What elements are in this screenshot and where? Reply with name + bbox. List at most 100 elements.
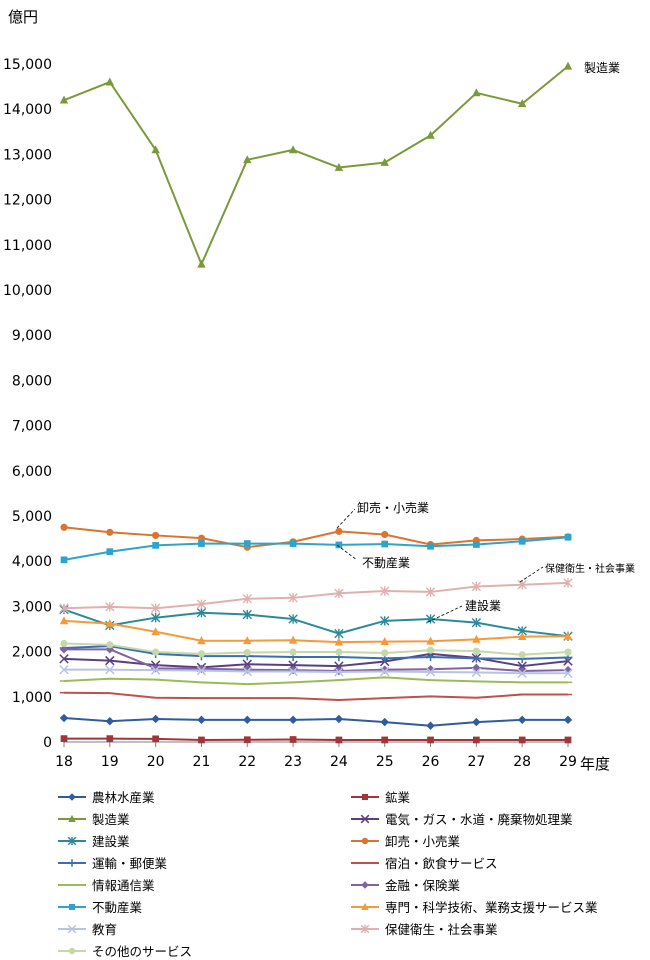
x-tick-label: 22 (238, 754, 256, 770)
legend-item: 卸売・小売業 (351, 834, 461, 849)
data-point (289, 736, 297, 743)
legend-label: 保健衛生・社会事業 (385, 922, 498, 937)
series-line (63, 65, 569, 266)
y-tick-label: 6,000 (12, 464, 52, 480)
data-point (426, 646, 435, 654)
legend-swatch-marker (360, 814, 370, 824)
x-tick-label: 27 (467, 754, 485, 770)
data-point (425, 614, 436, 624)
legend-label: 金融・保険業 (385, 878, 461, 893)
data-point (517, 668, 527, 679)
data-point (152, 531, 160, 540)
data-point (335, 527, 343, 535)
y-tick-label: 11,000 (3, 238, 52, 254)
series-5 (59, 604, 573, 641)
data-point (196, 665, 207, 676)
y-axis-ticks: 0 1,000 2,000 3,000 4,000 5,000 6,000 7,000 8,00… (3, 57, 52, 751)
data-point (150, 665, 161, 675)
data-point (473, 736, 480, 744)
legend-item: 不動産業 (58, 900, 143, 915)
data-point (518, 736, 526, 744)
data-point (381, 530, 389, 539)
data-point (243, 155, 252, 164)
data-point (380, 665, 389, 674)
data-point (426, 721, 435, 730)
legend-swatch-marker (67, 836, 77, 846)
y-tick-label: 10,000 (3, 283, 52, 299)
data-point (242, 666, 253, 677)
data-point (197, 715, 206, 725)
data-point (242, 594, 252, 604)
series-3 (59, 61, 573, 268)
data-point (380, 157, 389, 166)
data-point (517, 632, 527, 641)
series-line (63, 691, 568, 701)
y-tick-label: 0 (43, 735, 52, 751)
x-tick-label: 20 (147, 754, 165, 770)
data-point (518, 651, 526, 659)
data-point (288, 635, 298, 644)
legend-item: その他のサービス (58, 944, 192, 959)
legend-swatch-marker (68, 814, 76, 823)
legend-swatch-marker (68, 903, 76, 911)
annotation-leader (336, 544, 358, 561)
data-point (150, 603, 161, 613)
legend-item: 鉱業 (351, 790, 411, 805)
series-6 (60, 523, 572, 551)
series-line (63, 536, 569, 561)
data-point (60, 639, 68, 648)
series-9 (59, 676, 573, 686)
legend-label: 情報通信業 (92, 878, 155, 893)
x-axis-unit-label: 年度 (580, 755, 610, 773)
data-point (518, 537, 526, 545)
legend-item: 建設業 (58, 834, 130, 849)
data-point (472, 634, 481, 643)
x-tick-label: 28 (513, 754, 531, 770)
data-point (197, 259, 206, 268)
data-point (426, 130, 435, 139)
data-point (380, 586, 390, 596)
data-point (426, 652, 435, 662)
data-point (197, 636, 206, 645)
data-point (243, 736, 251, 744)
x-tick-label: 21 (193, 754, 211, 770)
data-point (563, 668, 573, 679)
data-point (243, 636, 252, 645)
legend-label: 鉱業 (385, 790, 411, 805)
data-point (473, 541, 480, 548)
x-tick-label: 24 (330, 754, 348, 770)
legend-item: 金融・保険業 (351, 878, 461, 893)
series-2 (60, 735, 572, 744)
y-tick-label: 9,000 (12, 328, 52, 344)
data-point (427, 736, 434, 744)
legend-item: 農林水産業 (58, 790, 155, 805)
data-point (152, 735, 159, 743)
legend-label: 運輸・郵便業 (92, 856, 168, 871)
data-point (334, 667, 344, 677)
data-point (472, 647, 480, 655)
data-point (151, 664, 160, 673)
legend-item: 専門・科学技術、業務支援サービス業 (351, 900, 598, 915)
data-point (60, 556, 68, 564)
x-tick-label: 19 (101, 754, 119, 770)
data-point (105, 645, 115, 654)
series-12 (59, 616, 573, 646)
legend-label: 教育 (92, 922, 117, 937)
data-point (243, 540, 251, 547)
data-point (151, 145, 160, 154)
data-point (563, 715, 573, 725)
annotation-label: 建設業 (465, 598, 501, 613)
data-point (106, 548, 114, 556)
data-point (60, 523, 68, 531)
legend-swatch-marker (68, 947, 76, 955)
data-point (152, 648, 160, 656)
data-point (196, 608, 207, 618)
series-line (64, 668, 568, 675)
series-line (63, 526, 569, 549)
data-point (198, 736, 205, 744)
series-line (63, 608, 569, 638)
legend-swatch-marker (361, 902, 369, 911)
data-point (105, 618, 115, 627)
